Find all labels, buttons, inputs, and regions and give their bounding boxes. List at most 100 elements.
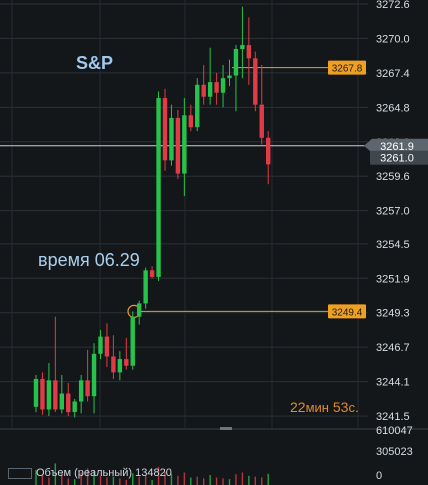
volume-bar bbox=[215, 477, 218, 485]
volume-bar bbox=[248, 475, 250, 485]
vertical-grid bbox=[11, 0, 359, 428]
volume-tick-label: 0 bbox=[376, 470, 382, 482]
candle-body bbox=[137, 303, 142, 317]
volume-bar bbox=[93, 470, 95, 485]
price-tick-label: 3264.8 bbox=[376, 102, 410, 114]
volume-bar bbox=[267, 473, 269, 485]
candle-body bbox=[233, 49, 239, 76]
volume-bar bbox=[164, 471, 166, 485]
candle-body bbox=[98, 336, 103, 354]
candle-body bbox=[156, 98, 161, 277]
price-axis: 3272.63270.03267.43264.83262.23259.63257… bbox=[376, 0, 410, 423]
current-price-label: 3261.9 bbox=[380, 141, 414, 153]
volume-tick-label: 610047 bbox=[376, 425, 413, 437]
candle-body bbox=[59, 393, 64, 410]
candle-body bbox=[266, 137, 271, 165]
secondary-price-label: 3261.0 bbox=[380, 153, 414, 165]
candle-body bbox=[40, 378, 45, 410]
volume-bar bbox=[144, 475, 147, 485]
candle-body bbox=[46, 380, 52, 410]
timer-min-unit: мин bbox=[305, 400, 329, 415]
volume-tick-label: 305023 bbox=[376, 446, 413, 458]
secondary-price-tag bbox=[370, 150, 428, 165]
volume-bar bbox=[35, 470, 37, 485]
volume-bar bbox=[151, 480, 153, 485]
volume-axis: 610047 305023 0 bbox=[376, 425, 413, 482]
candle-body bbox=[182, 115, 187, 174]
candle-body bbox=[246, 45, 252, 59]
volume-bar bbox=[67, 478, 69, 485]
volume-bar bbox=[222, 478, 224, 485]
price-tick-label: 3246.7 bbox=[376, 342, 410, 354]
candle-body bbox=[214, 82, 219, 93]
volume-bar bbox=[183, 472, 186, 485]
price-tick-label: 3251.9 bbox=[376, 273, 410, 285]
candle-body bbox=[149, 270, 155, 277]
candle-body bbox=[85, 380, 90, 397]
level-tag-label: 3249.4 bbox=[332, 307, 363, 318]
volume-bar bbox=[177, 475, 179, 485]
level-tag[interactable] bbox=[328, 304, 366, 319]
candles bbox=[33, 6, 271, 418]
candle-body bbox=[188, 115, 193, 128]
time-annotation: время 06.29 bbox=[38, 250, 140, 270]
volume-bar bbox=[209, 475, 211, 485]
chart-title: S&P bbox=[76, 53, 114, 73]
volume-bar bbox=[132, 473, 134, 485]
level-tag-label: 3267.8 bbox=[332, 64, 363, 75]
candle-body bbox=[111, 356, 116, 373]
panel-resize-handle[interactable] bbox=[220, 427, 232, 430]
volume-bar bbox=[74, 479, 76, 485]
price-tick-label: 3249.3 bbox=[376, 308, 410, 320]
candle-body bbox=[201, 84, 206, 97]
volume-bar bbox=[99, 475, 102, 485]
price-tick-label: 3257.0 bbox=[376, 206, 410, 218]
volume-bar bbox=[119, 478, 121, 485]
volume-bar bbox=[196, 476, 198, 485]
price-tick-label: 3272.6 bbox=[376, 0, 410, 11]
candle-body bbox=[195, 84, 200, 128]
volume-bar bbox=[86, 468, 89, 485]
volume-bar bbox=[157, 466, 160, 485]
volume-bar bbox=[48, 477, 50, 485]
volume-bar bbox=[41, 475, 44, 485]
candle-body bbox=[143, 270, 148, 304]
price-tick-label: 3254.5 bbox=[376, 239, 410, 251]
candle-body bbox=[220, 78, 226, 93]
volume-bar bbox=[241, 472, 244, 485]
current-price-tag bbox=[364, 138, 428, 153]
candle-body bbox=[175, 117, 181, 174]
price-levels bbox=[0, 67, 366, 318]
price-tick-label: 3244.1 bbox=[376, 377, 410, 389]
volume-bar bbox=[80, 472, 82, 485]
volume-bar bbox=[61, 473, 63, 485]
volume-toggle-icon[interactable] bbox=[8, 467, 32, 479]
candle-body bbox=[240, 45, 245, 50]
volume-bar bbox=[170, 474, 173, 485]
price-tick-label: 3241.5 bbox=[376, 411, 410, 423]
volume-bar bbox=[125, 480, 127, 485]
candle-body bbox=[72, 401, 77, 413]
level-tag[interactable] bbox=[328, 60, 366, 75]
candle-body bbox=[117, 359, 123, 373]
volume-bar bbox=[235, 474, 237, 485]
candle-body bbox=[124, 359, 129, 366]
candle-timer: 22мин 53с. bbox=[290, 399, 359, 415]
volume-bar bbox=[254, 476, 256, 485]
volume-bars bbox=[35, 463, 269, 485]
candle-body bbox=[169, 117, 174, 161]
candle-body bbox=[91, 353, 97, 397]
volume-legend-value: 134820 bbox=[135, 467, 172, 479]
volume-bar bbox=[112, 476, 115, 485]
price-tick-label: 3270.0 bbox=[376, 33, 410, 45]
volume-legend[interactable]: Объем (реальный) 134820 bbox=[8, 467, 172, 479]
volume-bar bbox=[106, 477, 108, 485]
volume-legend-label: Объем (реальный) bbox=[36, 467, 133, 479]
candle-body bbox=[207, 82, 213, 97]
volume-bar bbox=[190, 477, 192, 485]
candle-body bbox=[130, 316, 135, 366]
candle-body bbox=[227, 75, 232, 79]
